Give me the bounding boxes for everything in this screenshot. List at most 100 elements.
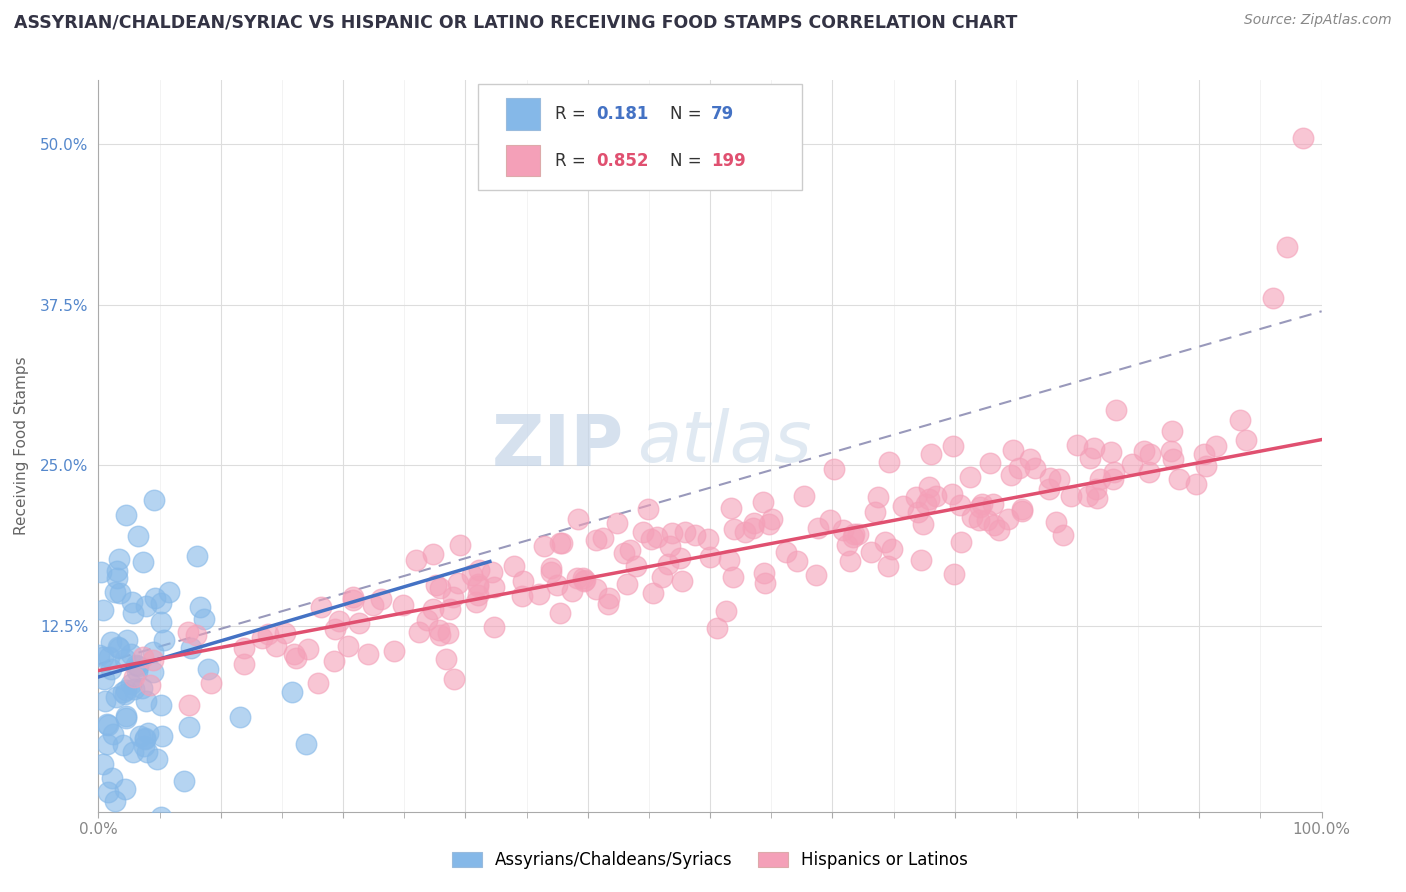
Point: [1167, 472, 1189, 486]
Point: [482, 620, 505, 634]
Point: [905, 490, 928, 504]
Point: [592, 531, 614, 545]
Point: [1105, 403, 1128, 417]
Point: [647, 530, 669, 544]
Point: [967, 513, 990, 527]
Point: [357, 647, 380, 661]
Point: [101, 727, 124, 741]
Point: [1234, 434, 1257, 448]
Point: [150, 698, 173, 713]
Point: [1087, 491, 1109, 505]
Point: [863, 505, 886, 519]
Point: [793, 489, 815, 503]
Point: [540, 565, 562, 579]
Point: [754, 576, 776, 591]
Point: [150, 729, 173, 743]
Point: [616, 576, 638, 591]
Point: [683, 528, 706, 542]
Point: [173, 774, 195, 789]
Point: [91, 603, 114, 617]
Point: [107, 640, 129, 655]
Point: [981, 497, 1004, 511]
Point: [911, 517, 934, 532]
Point: [139, 678, 162, 692]
Point: [135, 817, 157, 831]
Point: [807, 521, 830, 535]
Point: [860, 545, 883, 559]
Point: [1001, 443, 1024, 458]
FancyBboxPatch shape: [506, 145, 540, 177]
Text: Source: ZipAtlas.com: Source: ZipAtlas.com: [1244, 13, 1392, 28]
Point: [177, 698, 200, 712]
Point: [1045, 515, 1067, 529]
Point: [786, 554, 808, 568]
Point: [228, 710, 250, 724]
Point: [283, 648, 305, 662]
Point: [734, 525, 756, 540]
Point: [127, 659, 149, 673]
Text: 79: 79: [711, 105, 734, 123]
Point: [422, 602, 444, 616]
Point: [567, 512, 589, 526]
Point: [135, 694, 157, 708]
Point: [93, 672, 115, 686]
Point: [274, 626, 297, 640]
Point: [942, 567, 965, 582]
Point: [775, 545, 797, 559]
Point: [482, 581, 505, 595]
Point: [1011, 504, 1033, 518]
Point: [425, 578, 447, 592]
Point: [112, 738, 135, 752]
Point: [150, 810, 173, 824]
Point: [661, 526, 683, 541]
Point: [114, 782, 136, 797]
Point: [651, 569, 673, 583]
Point: [142, 645, 165, 659]
Point: [918, 491, 941, 506]
Point: [673, 524, 696, 539]
Point: [186, 549, 208, 563]
Point: [598, 591, 620, 605]
Point: [347, 615, 370, 630]
Point: [842, 530, 865, 544]
Point: [96, 717, 118, 731]
Point: [697, 532, 720, 546]
Point: [443, 672, 465, 686]
Point: [370, 591, 392, 606]
Point: [363, 598, 385, 612]
Point: [846, 527, 869, 541]
Point: [115, 708, 138, 723]
Point: [1019, 451, 1042, 466]
Point: [184, 628, 207, 642]
Point: [309, 600, 332, 615]
Point: [108, 552, 131, 566]
Point: [835, 538, 858, 552]
Point: [429, 581, 451, 595]
Point: [114, 687, 136, 701]
Point: [960, 510, 983, 524]
FancyBboxPatch shape: [506, 98, 540, 130]
Point: [942, 439, 965, 453]
Point: [439, 601, 461, 615]
Point: [127, 529, 149, 543]
Point: [461, 568, 484, 582]
Point: [546, 578, 568, 592]
Point: [104, 793, 127, 807]
Point: [427, 624, 450, 638]
Point: [1229, 413, 1251, 427]
Point: [284, 650, 307, 665]
Point: [100, 662, 122, 676]
Point: [467, 563, 489, 577]
Legend: Assyrians/Chaldeans/Syriacs, Hispanics or Latinos: Assyrians/Chaldeans/Syriacs, Hispanics o…: [451, 851, 969, 869]
Point: [149, 615, 172, 629]
Point: [752, 566, 775, 580]
Point: [122, 670, 145, 684]
Point: [416, 613, 439, 627]
Point: [93, 694, 115, 708]
Point: [1160, 444, 1182, 458]
Point: [150, 596, 173, 610]
Point: [949, 499, 972, 513]
Point: [823, 462, 845, 476]
Point: [120, 647, 142, 661]
Point: [91, 756, 114, 771]
